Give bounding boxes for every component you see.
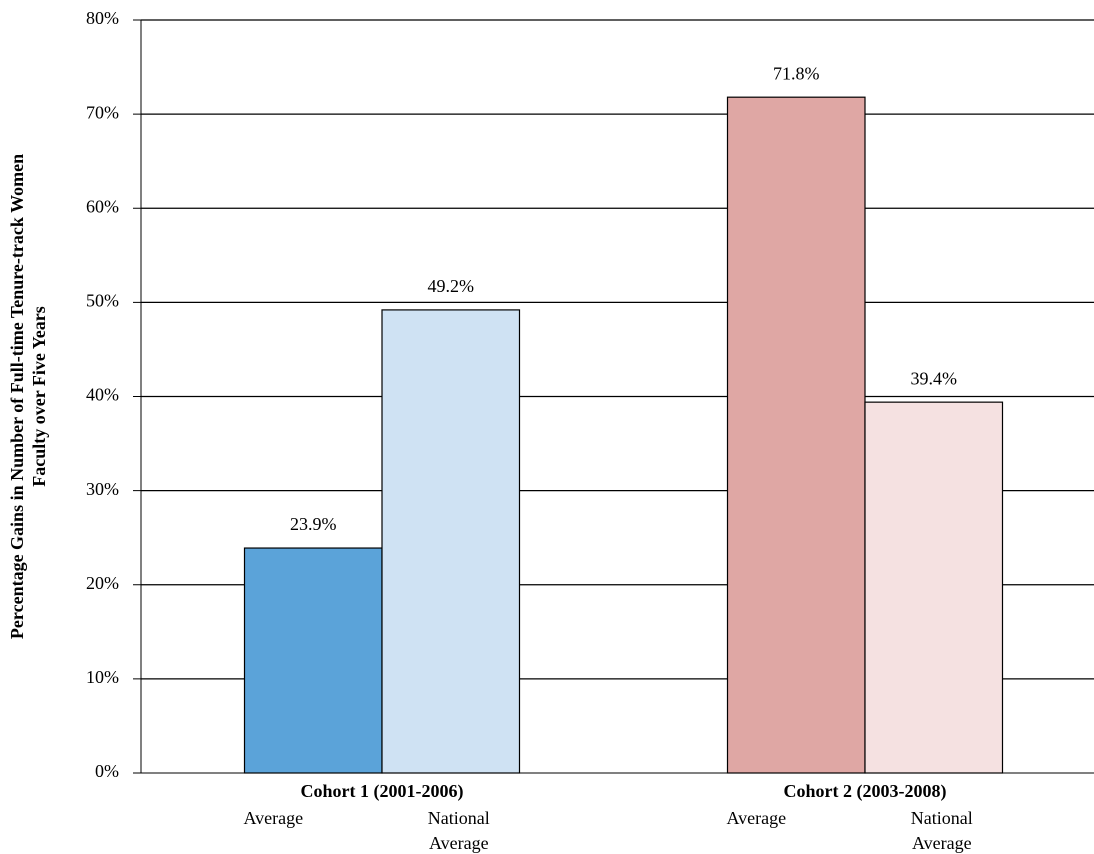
y-tick-label: 0% [95,761,119,781]
y-tick-label: 60% [86,196,119,216]
data-label: 39.4% [911,368,958,388]
x-tick-label: Cohort 1 (2001-2006) [301,781,464,802]
bar [381,309,521,774]
bar [864,401,1004,774]
y-tick-label: 70% [86,102,119,122]
y-tick-label: 50% [86,291,119,311]
y-axis-label-line: Faculty over Five Years [29,306,49,486]
data-label: 49.2% [428,276,475,296]
y-axis-label: Percentage Gains in Number of Full-time … [7,154,49,639]
y-tick-label: 40% [86,385,119,405]
series-label: National Average [428,808,490,853]
data-label: 23.9% [290,514,337,534]
series-label: National Average [911,808,973,853]
bar [243,547,383,774]
y-tick-label: 30% [86,479,119,499]
y-tick-label: 80% [86,8,119,28]
series-label: Average [726,808,786,828]
y-axis-label-line: Percentage Gains in Number of Full-time … [7,154,27,639]
data-label: 71.8% [773,63,820,83]
y-tick-label: 20% [86,573,119,593]
series-label: Average [243,808,303,828]
y-tick-label: 10% [86,667,119,687]
bar [726,96,866,774]
x-tick-label: Cohort 2 (2003-2008) [784,781,947,802]
